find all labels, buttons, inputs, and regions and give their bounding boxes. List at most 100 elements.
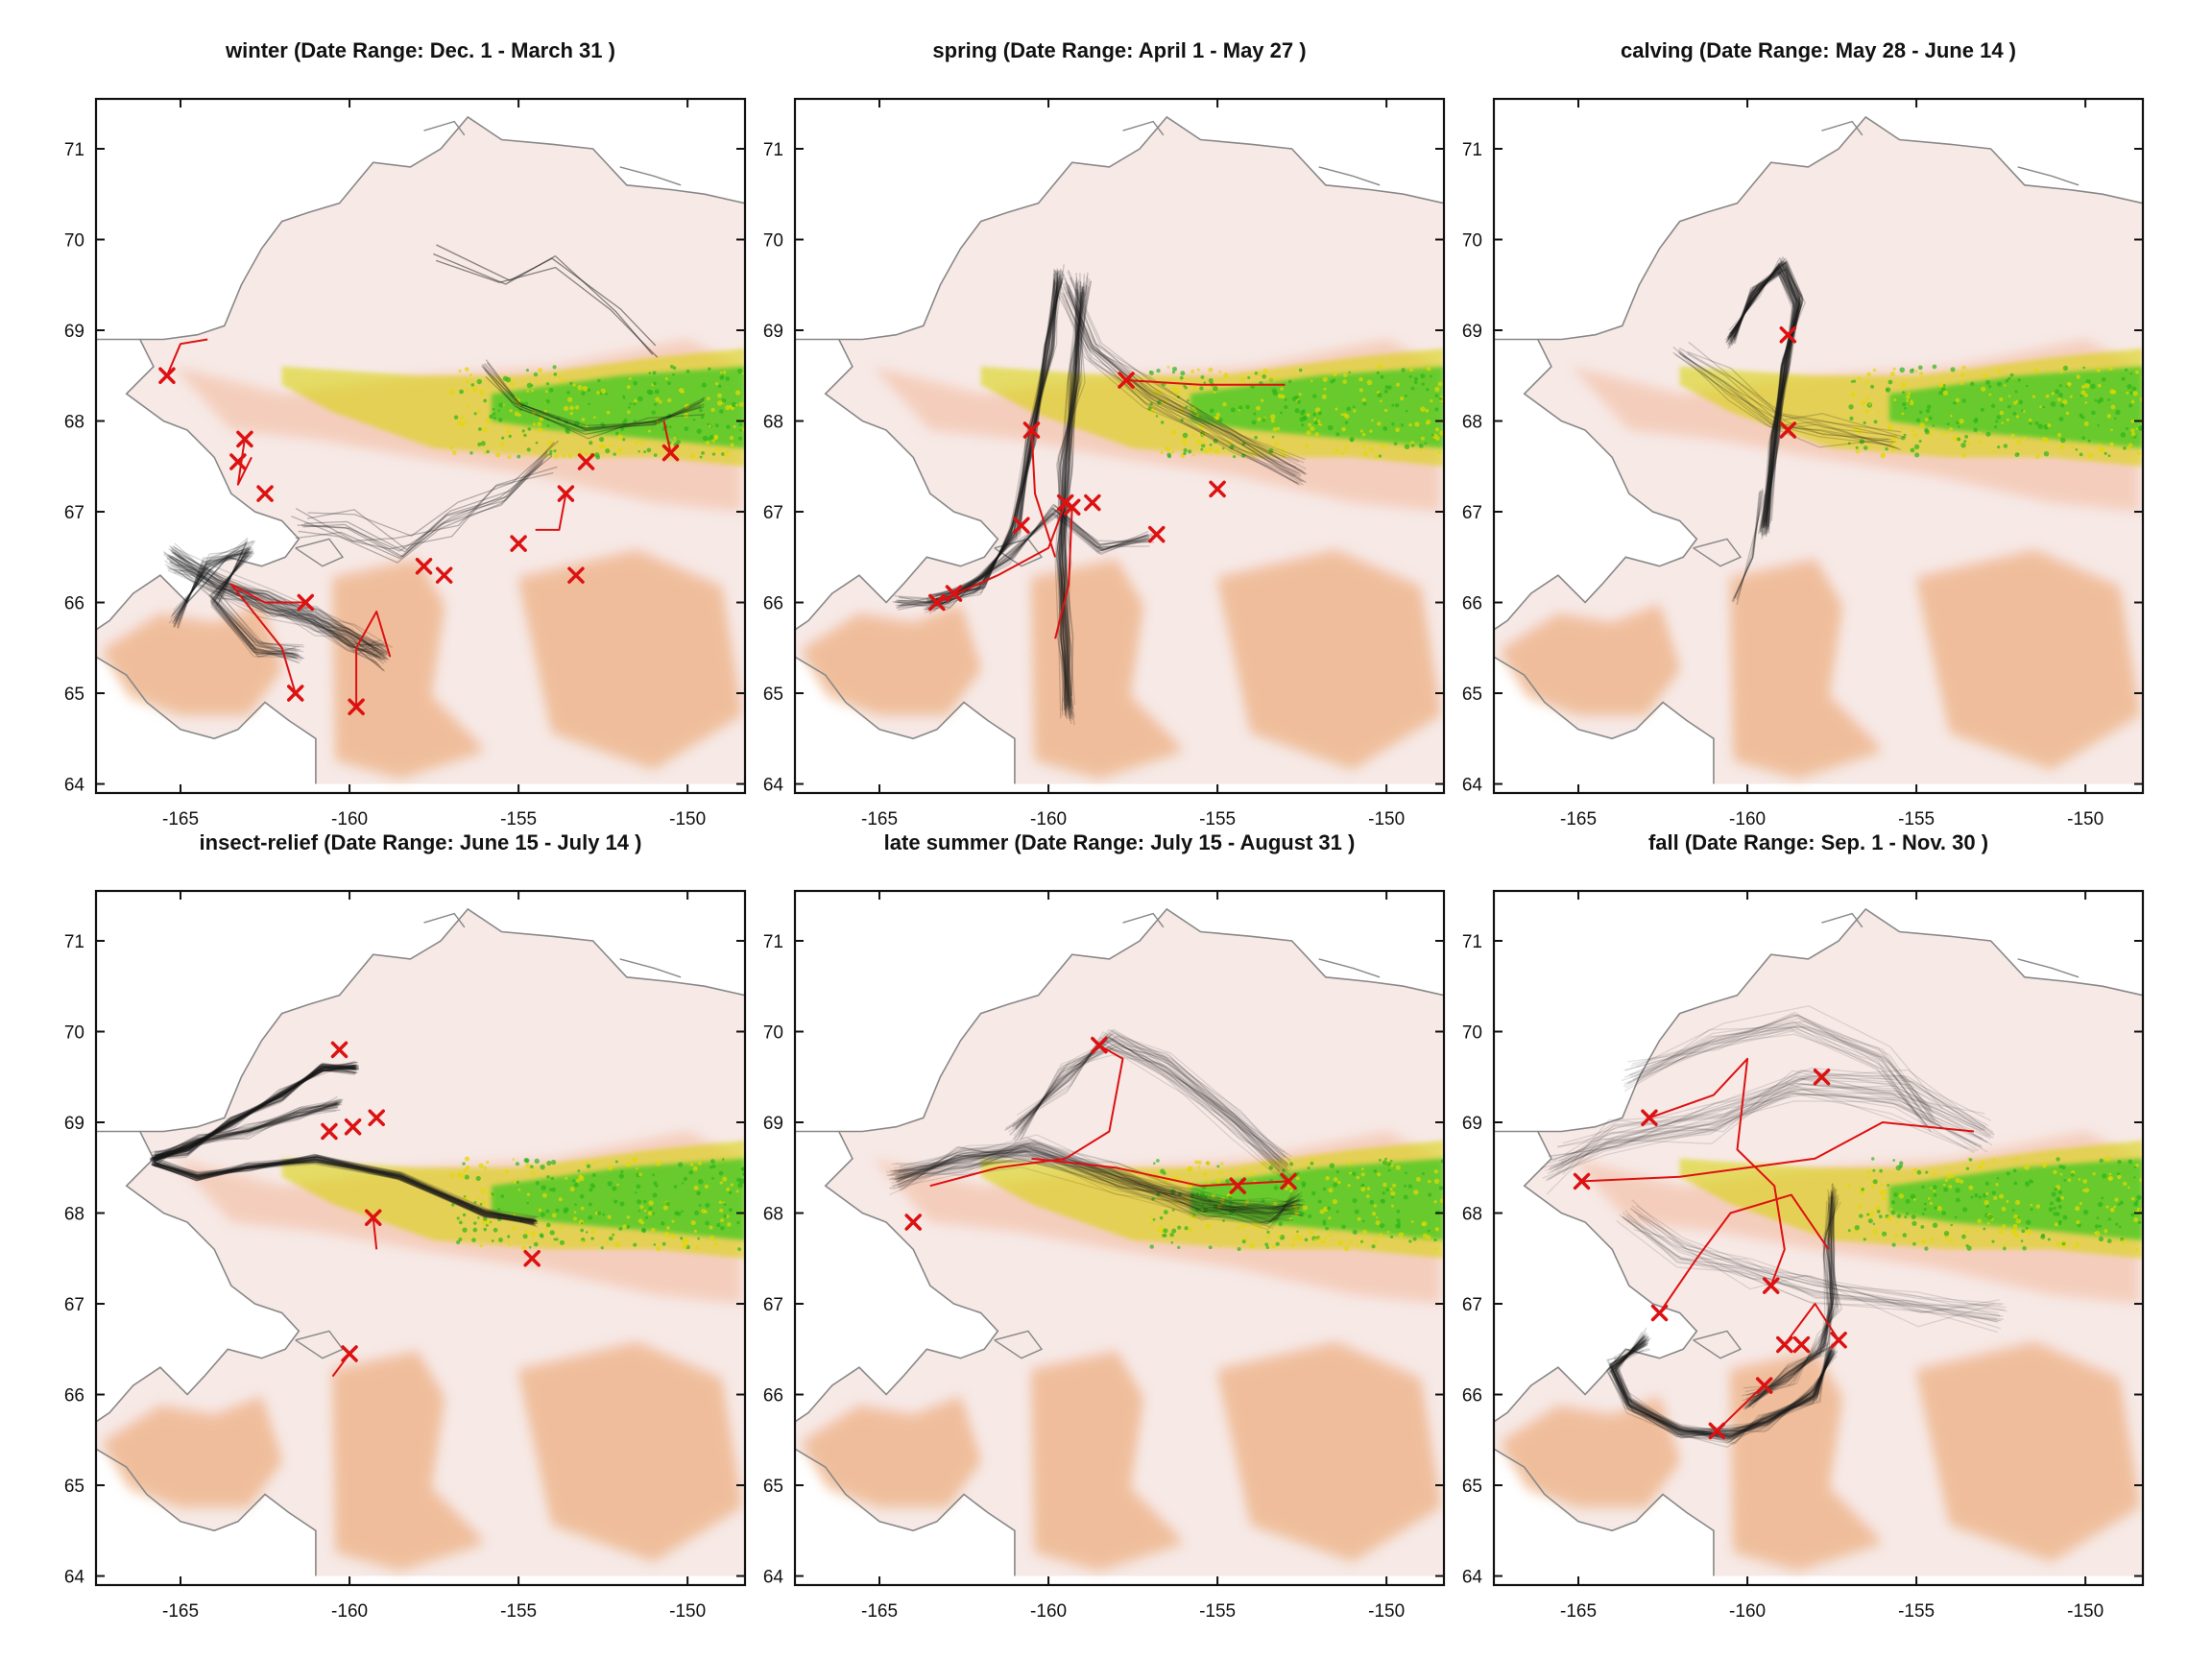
y-tick-label: 66	[64, 594, 84, 614]
plot-frame	[793, 889, 1446, 1587]
y-tick-label: 67	[763, 1295, 783, 1315]
x-tick-label: -160	[1729, 1601, 1766, 1622]
y-tick-label: 66	[763, 594, 783, 614]
y-tick-label: 64	[64, 1568, 85, 1588]
end-marker	[236, 430, 253, 448]
brooks-range-band	[491, 366, 745, 448]
end-marker	[435, 566, 453, 584]
x-tick-label: -165	[1560, 1601, 1597, 1622]
x-tick-label: -150	[1368, 809, 1405, 830]
y-tick-label: 69	[763, 1114, 783, 1134]
y-tick-label: 70	[64, 230, 84, 251]
end-marker	[1573, 1172, 1591, 1190]
x-tick-label: -150	[2067, 809, 2104, 830]
end-marker	[557, 485, 575, 502]
y-tick-label: 70	[763, 230, 783, 251]
end-markers	[928, 372, 1226, 612]
y-tick-label: 64	[64, 776, 85, 796]
x-tick-label: -165	[861, 1601, 898, 1622]
y-tick-label: 64	[1462, 1568, 1483, 1588]
y-tick-label: 70	[1462, 230, 1482, 251]
x-tick-label: -160	[1030, 1601, 1067, 1622]
highlighted-tracks	[165, 338, 672, 708]
basemap	[96, 891, 745, 1585]
basemap	[1494, 99, 2143, 793]
panel-insect-relief: insect-relief (Date Range: June 15 - Jul…	[64, 830, 747, 1622]
movement-tracks	[1672, 256, 1907, 606]
end-marker	[344, 1118, 362, 1136]
end-marker	[1755, 1377, 1773, 1394]
y-tick-label: 67	[1462, 503, 1482, 523]
coastline	[1494, 1130, 1715, 1576]
end-markers	[1779, 325, 1797, 439]
end-marker	[297, 593, 315, 612]
y-tick-label: 69	[1462, 322, 1482, 342]
end-marker	[661, 444, 680, 462]
end-marker	[229, 453, 247, 470]
y-tick-label: 68	[1462, 413, 1482, 433]
y-tick-label: 68	[64, 413, 84, 433]
end-marker	[330, 1041, 349, 1059]
x-tick-label: -165	[1560, 809, 1597, 830]
x-tick-label: -155	[500, 809, 537, 830]
x-tick-label: -150	[1368, 1601, 1405, 1622]
end-marker	[1708, 1422, 1726, 1440]
end-marker	[1813, 1069, 1831, 1086]
end-marker	[321, 1122, 338, 1141]
end-marker	[1776, 1335, 1793, 1354]
x-tick-label: -160	[331, 809, 368, 830]
y-tick-label: 65	[64, 1477, 84, 1497]
end-marker	[523, 1250, 541, 1267]
y-tick-label: 71	[1462, 140, 1482, 160]
end-marker	[1022, 421, 1041, 439]
y-tick-label: 64	[1462, 776, 1483, 796]
x-tick-label: -160	[331, 1601, 368, 1622]
panel-title: winter (Date Range: Dec. 1 - March 31 )	[225, 38, 615, 62]
y-tick-label: 66	[1462, 1386, 1482, 1407]
end-marker	[1779, 421, 1797, 439]
y-tick-label: 70	[64, 1022, 84, 1043]
end-marker	[348, 698, 365, 715]
y-tick-label: 69	[1462, 1114, 1482, 1134]
end-marker	[577, 453, 595, 470]
end-marker	[1118, 372, 1135, 389]
panel-title: spring (Date Range: April 1 - May 27 )	[932, 38, 1306, 62]
end-marker	[567, 566, 585, 584]
panel-title: calving (Date Range: May 28 - June 14 )	[1621, 38, 2016, 62]
y-tick-label: 71	[763, 932, 783, 952]
panel-title: insect-relief (Date Range: June 15 - Jul…	[200, 830, 642, 854]
basemap	[1494, 891, 2143, 1585]
coastline	[96, 1130, 317, 1576]
y-tick-label: 65	[64, 685, 84, 705]
y-tick-label: 68	[763, 413, 783, 433]
y-tick-label: 67	[64, 1295, 84, 1315]
end-marker	[415, 557, 433, 575]
coastline	[96, 338, 317, 784]
y-tick-label: 65	[763, 685, 783, 705]
plot-frame	[793, 97, 1446, 795]
end-marker	[286, 685, 304, 702]
movement-tracks	[886, 1028, 1307, 1231]
end-marker	[1762, 1277, 1780, 1294]
end-markers	[904, 1036, 1297, 1231]
end-marker	[1779, 325, 1797, 344]
y-tick-label: 69	[64, 322, 84, 342]
end-marker	[904, 1214, 922, 1231]
end-markers	[158, 367, 680, 715]
end-markers	[1573, 1069, 1847, 1440]
panel-late-summer: late summer (Date Range: July 15 - Augus…	[763, 830, 1446, 1622]
brooks-range-band	[1190, 1158, 1444, 1240]
end-marker	[1650, 1304, 1669, 1322]
x-tick-label: -150	[669, 809, 706, 830]
end-marker	[158, 367, 176, 385]
x-tick-label: -155	[1199, 1601, 1236, 1622]
end-marker	[1830, 1332, 1847, 1349]
y-tick-label: 69	[763, 322, 783, 342]
y-tick-label: 65	[1462, 1477, 1482, 1497]
y-tick-label: 64	[763, 1568, 784, 1588]
end-marker	[1091, 1036, 1108, 1054]
y-tick-label: 68	[64, 1205, 84, 1225]
highlighted-tracks	[929, 1044, 1289, 1188]
y-tick-label: 67	[1462, 1295, 1482, 1315]
